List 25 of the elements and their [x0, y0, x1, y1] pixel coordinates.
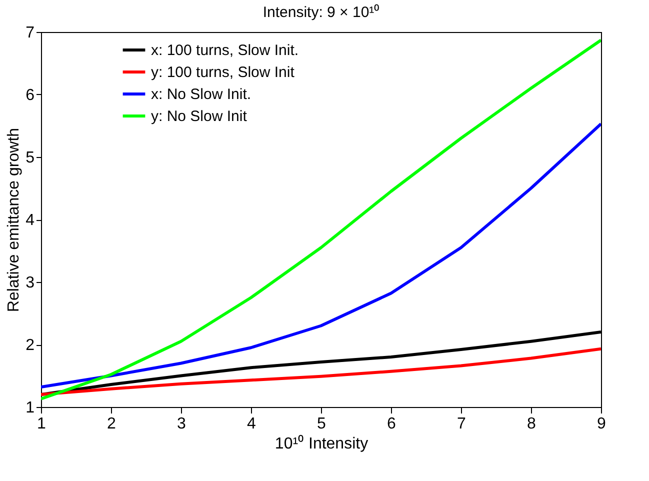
line-series [41, 347, 601, 396]
legend-label: y: 100 turns, Slow Init [151, 64, 296, 81]
x-tick-label: 8 [527, 416, 536, 432]
y-tick-label: 3 [26, 274, 35, 292]
x-tick-label: 4 [247, 416, 256, 432]
x-tick-label: 3 [177, 416, 186, 432]
chart-title: Intensity: 9 × 10¹⁰ [262, 4, 380, 21]
legend-label: y: No Slow Init [151, 108, 248, 125]
y-axis-title: Relative emittance growth [6, 128, 23, 312]
x-tick-label: 5 [317, 416, 326, 432]
x-tick-label: 1 [37, 416, 46, 432]
y-tick-label: 4 [26, 212, 35, 229]
legend-label: x: 100 turns, Slow Init. [151, 42, 299, 59]
y-tick-label: 6 [26, 87, 35, 104]
x-tick-label: 2 [107, 416, 116, 432]
line-series [41, 38, 601, 400]
y-tick-label: 1 [26, 400, 35, 416]
y-tick-label: 2 [26, 337, 35, 354]
y-tick-label: 7 [26, 24, 35, 42]
x-axis-title: 10¹⁰ Intensity [274, 434, 368, 452]
x-tick-label: 6 [387, 416, 396, 432]
x-tick-label: 7 [457, 416, 466, 432]
legend-label: x: No Slow Init. [151, 86, 252, 103]
x-tick-label: 9 [597, 416, 606, 432]
y-tick-label: 5 [26, 150, 35, 166]
